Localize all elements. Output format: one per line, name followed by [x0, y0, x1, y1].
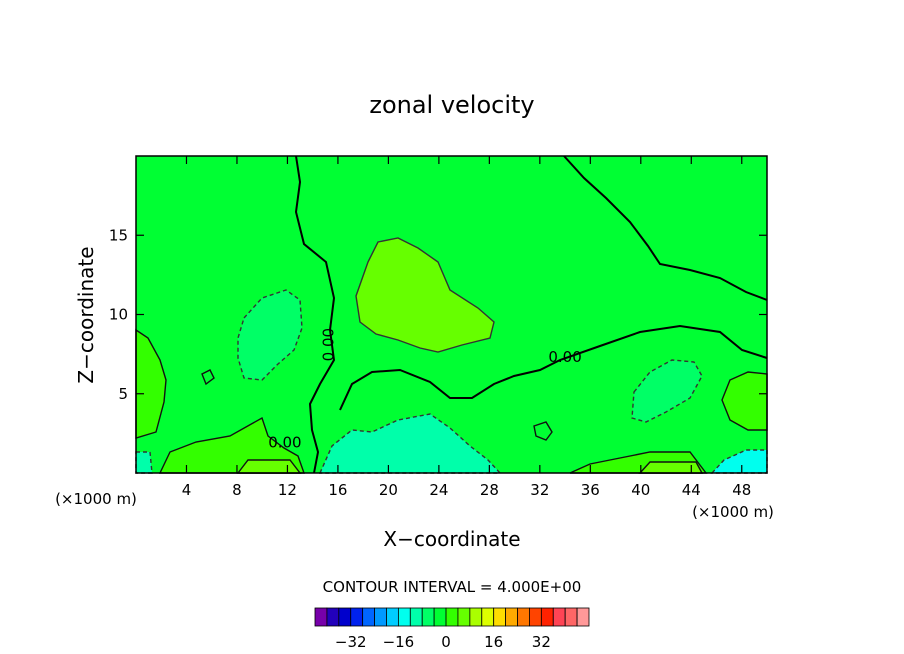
inner-region-bottom-left: [236, 459, 302, 474]
colorbar-swatch-12: [445, 607, 459, 627]
colorbar-tick-label-4: 16: [484, 633, 503, 651]
y-axis-label: Z−coordinate: [74, 246, 98, 383]
inner-region-bottom-right: [638, 461, 704, 474]
colorbar-swatch-2: [326, 607, 340, 627]
colorbar-tick-label-1: −32: [335, 633, 367, 651]
x-tick-label-24: 24: [429, 481, 448, 499]
colorbar-swatch-10: [421, 607, 435, 627]
y-tick-label-10: 10: [109, 306, 128, 324]
colorbar-tick-labels: −32 −16 0 16 32: [335, 633, 551, 651]
x-axis-label: X−coordinate: [383, 527, 520, 551]
colorbar-tick-label-2: −16: [383, 633, 415, 651]
y-tick-label-15: 15: [109, 226, 128, 244]
colorbar-swatch-16: [493, 607, 507, 627]
positive-region-center: [355, 237, 495, 353]
x-tick-label-36: 36: [581, 481, 600, 499]
contour-labels: 0.00 0.00 0.00: [268, 328, 582, 451]
colorbar-swatch-8: [397, 607, 411, 627]
colorbar-tick-label-3: 0: [441, 633, 451, 651]
x-tick-label-32: 32: [530, 481, 549, 499]
x-tick-label-44: 44: [682, 481, 701, 499]
contour-label-2: 0.00: [548, 348, 581, 366]
colorbar-swatch-23: [576, 607, 590, 627]
contour-label-1: 0.00: [320, 328, 338, 361]
positive-region-edge: [135, 328, 167, 439]
x-tick-label-8: 8: [232, 481, 242, 499]
positive-region-bottom-left: [158, 416, 305, 474]
y-tick-label-5: 5: [118, 385, 128, 403]
negative-region-bottom: [318, 413, 502, 474]
negative-region-left: [237, 289, 303, 381]
contour-label-3: 0.00: [268, 433, 301, 451]
colorbar-swatch-14: [469, 607, 483, 627]
positive-region-right: [721, 371, 768, 431]
colorbar-swatch-6: [374, 607, 387, 627]
colorbar-swatch-19: [529, 607, 542, 627]
colorbar-swatch-22: [564, 607, 578, 627]
x-tick-label-48: 48: [732, 481, 751, 499]
colorbar-swatch-20: [540, 607, 554, 627]
colorbar-swatch-1: [314, 607, 328, 627]
zero-contour-2: [339, 324, 768, 411]
x-tick-label-16: 16: [328, 481, 347, 499]
negative-small-patch: [135, 451, 153, 474]
x-tick-label-28: 28: [480, 481, 499, 499]
colorbar: [314, 607, 590, 627]
x-tick-label-4: 4: [182, 481, 192, 499]
x-unit-right: (×1000 m): [692, 503, 774, 521]
colorbar-swatch-17: [505, 607, 518, 627]
colorbar-swatch-11: [433, 607, 447, 627]
colorbar-swatch-3: [338, 607, 352, 627]
colorbar-swatch-5: [362, 607, 375, 627]
x-tick-label-12: 12: [278, 481, 297, 499]
colorbar-swatch-13: [457, 607, 471, 627]
colorbar-swatch-18: [517, 607, 530, 627]
x-tick-label-40: 40: [631, 481, 650, 499]
blob-left: [201, 369, 215, 386]
chart-title: zonal velocity: [369, 91, 534, 119]
zero-contour-1: [294, 155, 336, 474]
x-unit-left: (×1000 m): [55, 490, 137, 508]
zero-contour-3: [563, 155, 768, 301]
colorbar-swatch-9: [409, 607, 423, 627]
colorbar-swatch-15: [481, 607, 495, 627]
colorbar-tick-label-5: 32: [532, 633, 551, 651]
colorbar-swatch-4: [350, 607, 364, 627]
contour-interval-label: CONTOUR INTERVAL = 4.000E+00: [323, 578, 582, 596]
plot-area: [135, 155, 768, 474]
colorbar-swatch-21: [552, 607, 566, 627]
x-tick-label-20: 20: [379, 481, 398, 499]
colorbar-swatch-7: [386, 607, 399, 627]
blob-mid: [533, 421, 553, 441]
strong-negative-corner: [710, 449, 768, 474]
negative-region-right: [631, 359, 703, 423]
